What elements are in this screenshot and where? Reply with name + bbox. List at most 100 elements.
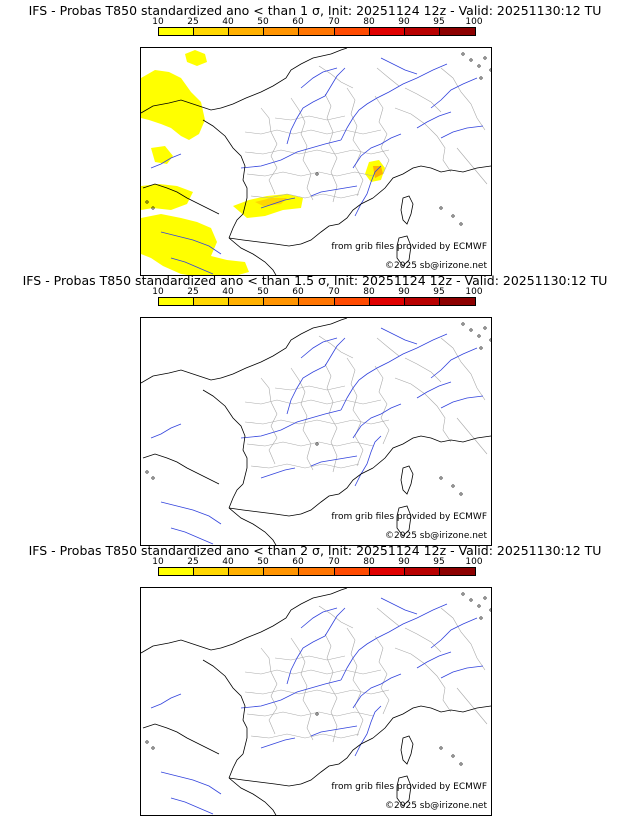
small-island <box>461 322 465 326</box>
panel-title: IFS - Probas T850 standardized ano < tha… <box>28 543 602 558</box>
colorbar-swatch <box>194 568 229 575</box>
coastline <box>300 737 374 785</box>
admin-border <box>440 67 486 131</box>
admin-border <box>346 87 364 197</box>
colorbar-swatch <box>194 28 229 35</box>
admin-border <box>456 147 488 185</box>
small-island <box>483 326 487 330</box>
admin-border <box>376 67 400 87</box>
colorbar-tick-label: 90 <box>398 557 410 567</box>
river <box>440 125 484 139</box>
colorbar-swatch <box>370 298 405 305</box>
coastline <box>330 318 348 325</box>
river <box>352 133 402 169</box>
small-island <box>477 334 481 338</box>
colorbar-swatch <box>405 28 440 35</box>
corsica-island <box>400 195 414 225</box>
sardinia-island <box>396 775 412 807</box>
admin-border <box>290 97 314 201</box>
colorbar-swatch <box>440 568 475 575</box>
river <box>416 381 452 399</box>
admin-border <box>324 93 338 203</box>
colorbar-tick-label: 90 <box>398 287 410 297</box>
river <box>240 679 342 709</box>
small-island <box>459 492 463 496</box>
coastline <box>220 53 332 109</box>
river <box>286 635 326 685</box>
admin-border <box>246 711 374 717</box>
colorbar-swatch <box>264 298 299 305</box>
copyright-notice: ©2025 sb@irizone.net <box>385 261 487 271</box>
coastline <box>142 723 220 755</box>
admin-border <box>324 633 338 743</box>
river <box>440 395 484 409</box>
admin-border <box>394 107 452 173</box>
river <box>160 771 222 795</box>
river <box>430 77 478 109</box>
small-island <box>151 206 155 210</box>
colorbar-tick-label: 40 <box>222 557 234 567</box>
river <box>354 705 382 757</box>
coastline <box>330 48 348 55</box>
colorbar-swatch <box>299 298 335 305</box>
river <box>376 333 448 369</box>
admin-border <box>394 377 452 443</box>
forecast-map: from grib files provided by ECMWF ©2025 … <box>140 47 492 276</box>
colorbar-swatch <box>440 298 475 305</box>
river <box>150 153 182 169</box>
colorbar-tick-label: 60 <box>292 287 304 297</box>
small-island <box>469 58 473 62</box>
probability-area <box>255 198 287 206</box>
colorbar-tick-label: 10 <box>152 17 164 27</box>
coastline <box>300 467 374 515</box>
river <box>376 603 448 639</box>
small-island <box>145 200 149 204</box>
river <box>310 725 358 737</box>
coastline <box>220 593 332 649</box>
small-island <box>439 206 443 210</box>
colorbar-tick-label: 60 <box>292 557 304 567</box>
coastline <box>228 507 302 517</box>
admin-border <box>394 647 452 713</box>
coastline <box>228 753 244 779</box>
river <box>160 231 222 255</box>
copyright-notice: ©2025 sb@irizone.net <box>385 531 487 541</box>
colorbar-tick-label: 100 <box>465 287 483 297</box>
map-panel-1: IFS - Probas T850 standardized ano < tha… <box>0 0 630 276</box>
river <box>300 337 338 359</box>
coastline <box>372 435 491 469</box>
colorbar-swatch <box>159 298 194 305</box>
small-island <box>145 740 149 744</box>
river <box>240 139 342 169</box>
colorbar-tick-label: 70 <box>328 287 340 297</box>
colorbar-swatch <box>299 568 335 575</box>
colorbar-tick-label: 80 <box>363 557 375 567</box>
river <box>150 693 182 709</box>
copyright-notice: ©2025 sb@irizone.net <box>385 801 487 811</box>
colorbar-tick-label: 60 <box>292 17 304 27</box>
river <box>300 607 338 629</box>
admin-border <box>404 627 442 653</box>
river <box>354 435 382 487</box>
small-island <box>315 712 319 716</box>
river <box>324 67 346 97</box>
admin-border <box>244 669 382 675</box>
colorbar-swatch <box>229 568 264 575</box>
small-island <box>451 484 455 488</box>
coastline <box>220 323 332 379</box>
coastline <box>141 369 222 384</box>
colorbar-swatch <box>405 298 440 305</box>
small-island <box>483 596 487 600</box>
small-island <box>489 338 491 342</box>
colorbar-tick-label: 90 <box>398 17 410 27</box>
river <box>430 617 478 649</box>
river <box>352 403 402 439</box>
colorbar-swatch <box>229 298 264 305</box>
colorbar-tick-label: 40 <box>222 287 234 297</box>
colorbar-tick-label: 10 <box>152 557 164 567</box>
small-island <box>477 64 481 68</box>
coastline <box>142 453 220 485</box>
colorbar-swatch <box>264 28 299 35</box>
coastline <box>228 237 302 247</box>
colorbar-swatch <box>370 28 405 35</box>
